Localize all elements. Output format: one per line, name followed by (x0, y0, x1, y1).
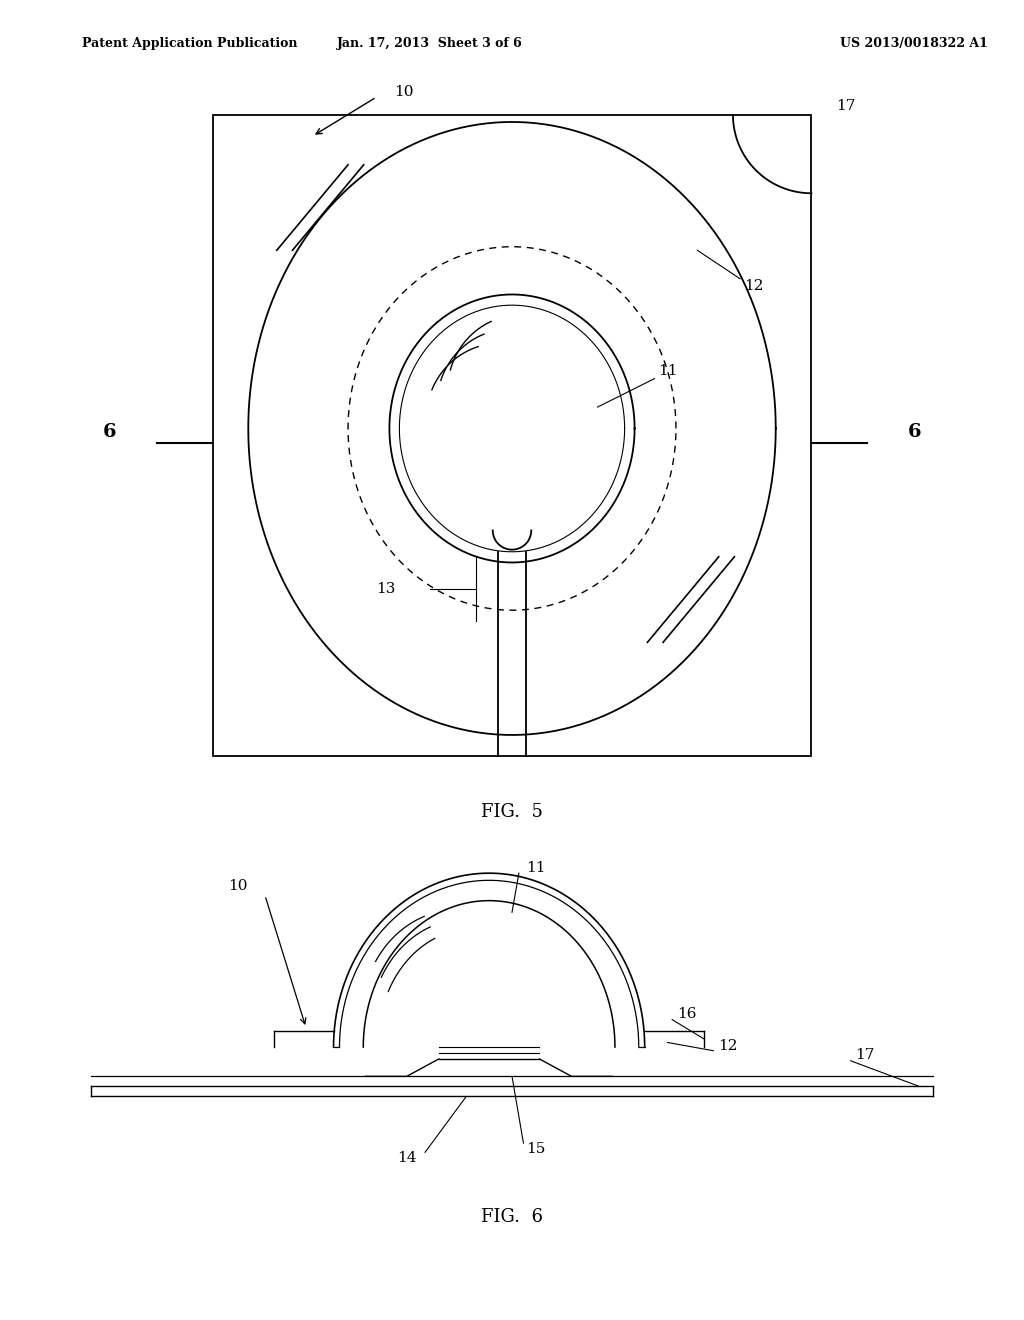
Text: FIG.  6: FIG. 6 (481, 1208, 543, 1226)
Text: 6: 6 (908, 422, 922, 441)
Text: US 2013/0018322 A1: US 2013/0018322 A1 (840, 37, 987, 50)
Text: 13: 13 (377, 582, 396, 595)
Text: 17: 17 (837, 99, 856, 114)
Text: 12: 12 (743, 279, 763, 293)
Text: Jan. 17, 2013  Sheet 3 of 6: Jan. 17, 2013 Sheet 3 of 6 (337, 37, 523, 50)
Text: Patent Application Publication: Patent Application Publication (82, 37, 297, 50)
Text: 6: 6 (102, 422, 116, 441)
Text: 16: 16 (677, 1007, 696, 1022)
Text: 15: 15 (525, 1142, 545, 1156)
Text: 14: 14 (397, 1151, 417, 1166)
Text: 12: 12 (718, 1039, 737, 1053)
Text: 17: 17 (855, 1048, 874, 1063)
Text: 10: 10 (228, 879, 248, 894)
Text: 10: 10 (394, 84, 414, 99)
Text: 11: 11 (658, 364, 678, 379)
Text: 11: 11 (525, 861, 545, 875)
Text: FIG.  5: FIG. 5 (481, 803, 543, 821)
